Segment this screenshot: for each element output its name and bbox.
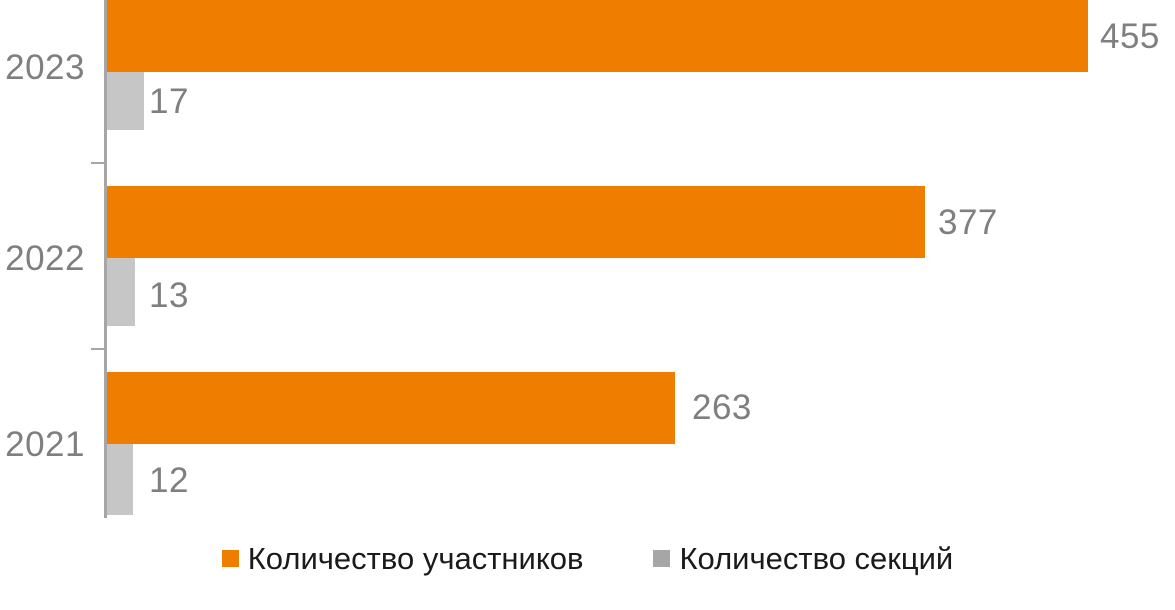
- category-axis-line: [104, 0, 107, 518]
- value-label-participants-2023: 455: [1100, 17, 1160, 56]
- legend-item-sections[interactable]: Количество секций: [653, 542, 953, 575]
- axis-tick-2: [91, 348, 104, 350]
- plot-area: 2023 455 17 2022 377 13 2021 263 12: [5, 0, 1160, 518]
- legend-label-participants: Количество участников: [247, 540, 584, 576]
- value-label-participants-2022: 377: [938, 203, 998, 242]
- value-label-sections-2021: 12: [149, 461, 189, 500]
- legend-item-participants[interactable]: Количество участников: [221, 540, 584, 576]
- category-label-2021: 2021: [5, 425, 85, 464]
- legend-swatch-orange-square-icon: [221, 549, 239, 567]
- legend-label-sections: Количество секций: [679, 540, 954, 576]
- category-label-2022: 2022: [5, 239, 85, 278]
- bar-participants-2021[interactable]: [107, 372, 675, 444]
- value-label-participants-2021: 263: [692, 388, 752, 427]
- bar-sections-2021[interactable]: [107, 444, 133, 515]
- chart-legend: Количество участников Количество секций: [0, 528, 1175, 588]
- axis-tick-1: [91, 162, 104, 164]
- value-label-sections-2023: 17: [149, 82, 189, 121]
- value-label-sections-2022: 13: [149, 276, 189, 315]
- legend-swatch-gray-square-icon: [653, 549, 671, 567]
- category-label-2023: 2023: [5, 48, 85, 87]
- bar-participants-2023[interactable]: [107, 0, 1088, 72]
- bar-sections-2023[interactable]: [107, 72, 144, 130]
- bar-sections-2022[interactable]: [107, 258, 135, 326]
- bar-participants-2022[interactable]: [107, 186, 925, 258]
